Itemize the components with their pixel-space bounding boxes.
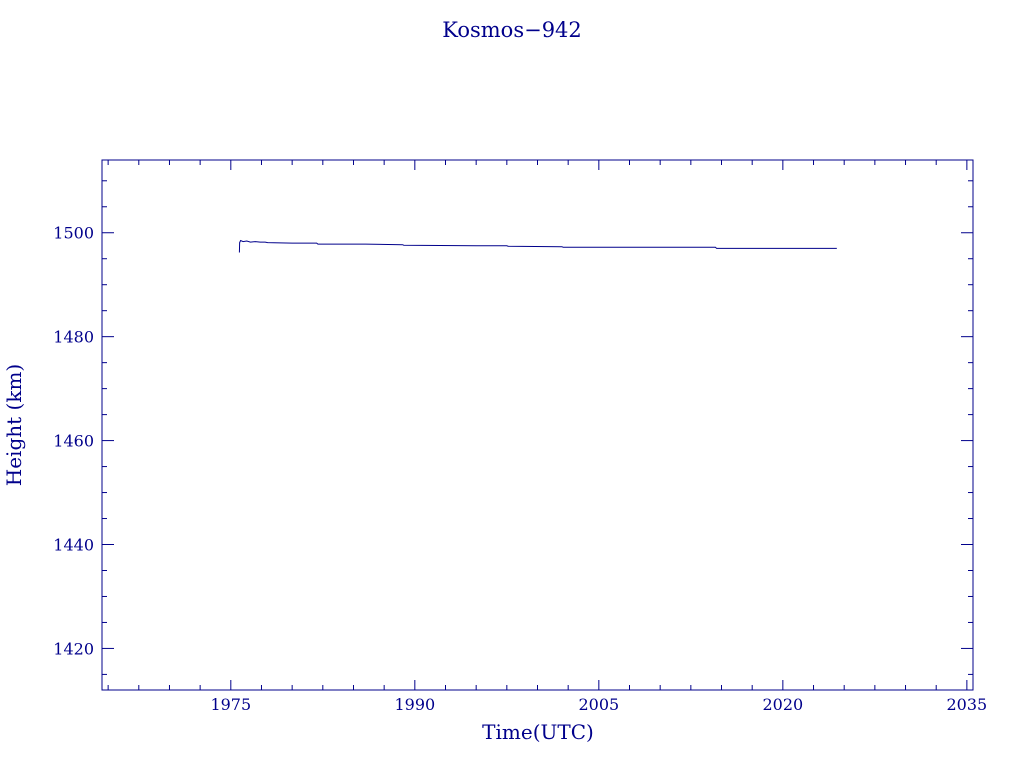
y-tick-label: 1420 xyxy=(53,639,94,658)
chart-title: Kosmos−942 xyxy=(442,18,582,42)
axis-ticks xyxy=(102,160,973,690)
x-axis-label: Time(UTC) xyxy=(482,720,594,744)
y-tick-label: 1440 xyxy=(53,536,94,555)
x-tick-label: 2020 xyxy=(762,695,803,714)
x-tick-label: 2035 xyxy=(947,695,988,714)
y-axis-label: Height (km) xyxy=(2,364,26,486)
y-tick-label: 1500 xyxy=(53,224,94,243)
x-tick-label: 1975 xyxy=(210,695,251,714)
plot-frame xyxy=(101,159,974,691)
y-tick-label: 1480 xyxy=(53,328,94,347)
series-line xyxy=(238,239,837,253)
data-series xyxy=(238,239,837,253)
y-tick-label: 1460 xyxy=(53,432,94,451)
axis-tick-labels: 1975 1990 2005 2020 2035 1420 1440 1460 1480 1500 xyxy=(53,224,987,714)
x-tick-label: 2005 xyxy=(578,695,619,714)
x-tick-label: 1990 xyxy=(394,695,435,714)
